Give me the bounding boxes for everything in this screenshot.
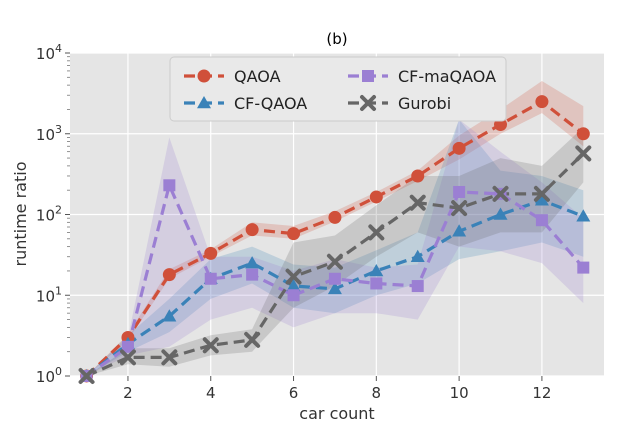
point-cf-qaoa xyxy=(286,279,301,292)
point-cf-qaoa xyxy=(534,193,549,206)
x-tick-label: 8 xyxy=(372,384,382,402)
point-cf-maqaoa xyxy=(121,340,134,353)
legend-item-cf-qaoa: CF-QAOA xyxy=(184,94,307,113)
point-qaoa xyxy=(369,190,383,204)
point-gurobi xyxy=(409,194,426,211)
x-tick-label: 10 xyxy=(450,384,469,402)
x-axis-ticks: 2 4 6 8 10 12 xyxy=(123,376,551,402)
legend-item-gurobi: Gurobi xyxy=(348,94,451,113)
point-cf-qaoa xyxy=(327,281,342,295)
legend: QAOA CF-maQAOA CF-QAOA Gurobi xyxy=(169,56,507,122)
legend-item-qaoa: QAOA xyxy=(184,67,281,86)
legend-swatch-marker xyxy=(197,96,211,109)
y-tick-base: 10 xyxy=(36,368,55,386)
point-qaoa xyxy=(452,141,466,155)
point-gurobi xyxy=(451,200,468,217)
point-gurobi xyxy=(533,185,550,202)
point-qaoa xyxy=(245,223,259,237)
point-gurobi xyxy=(575,145,592,162)
legend-item-cf-maqaoa: CF-maQAOA xyxy=(348,67,496,86)
point-cf-qaoa xyxy=(369,263,384,277)
point-cf-maqaoa xyxy=(204,272,217,285)
y-tick-base: 10 xyxy=(36,207,55,225)
y-tick-exponent: 0 xyxy=(55,365,62,378)
legend-label: CF-QAOA xyxy=(234,94,307,113)
point-qaoa xyxy=(204,246,218,260)
y-tick-base: 10 xyxy=(36,126,55,144)
x-tick-label: 12 xyxy=(532,384,551,402)
point-gurobi xyxy=(326,253,343,270)
point-gurobi xyxy=(78,368,95,384)
series-markers xyxy=(78,95,592,384)
point-gurobi xyxy=(119,349,136,366)
point-cf-maqaoa xyxy=(535,214,548,227)
x-axis-label: car count xyxy=(299,404,374,423)
point-gurobi xyxy=(285,268,302,285)
point-qaoa xyxy=(287,227,301,241)
legend-swatch-marker xyxy=(362,70,374,82)
legend-swatch-marker xyxy=(197,69,211,83)
point-cf-maqaoa xyxy=(453,185,466,198)
y-tick-exponent: 1 xyxy=(55,284,62,297)
y-tick-exponent: 4 xyxy=(55,42,62,55)
point-qaoa xyxy=(162,268,176,282)
point-cf-qaoa xyxy=(162,309,177,322)
point-cf-qaoa xyxy=(410,249,425,262)
point-qaoa xyxy=(411,169,425,183)
point-cf-maqaoa xyxy=(370,277,383,290)
point-gurobi xyxy=(161,349,178,366)
point-gurobi xyxy=(492,185,509,202)
point-cf-qaoa xyxy=(245,256,260,269)
band-cf-maqaoa xyxy=(86,119,584,376)
band-cf-qaoa xyxy=(86,119,584,376)
point-gurobi xyxy=(244,331,261,348)
point-cf-qaoa xyxy=(493,207,508,220)
point-cf-maqaoa xyxy=(246,268,259,281)
legend-label: Gurobi xyxy=(398,94,451,113)
y-tick-exponent: 2 xyxy=(55,204,62,217)
legend-swatch-marker xyxy=(360,95,376,111)
legend-box xyxy=(169,56,507,122)
point-qaoa xyxy=(576,127,590,141)
chart-title: (b) xyxy=(326,30,347,48)
legend-label: QAOA xyxy=(234,67,281,86)
y-tick-label: 102 xyxy=(36,204,62,225)
point-gurobi xyxy=(368,224,385,241)
y-tick-base: 10 xyxy=(36,45,55,63)
y-tick-label: 104 xyxy=(36,42,62,63)
y-tick-label: 100 xyxy=(36,365,62,386)
point-cf-qaoa xyxy=(576,209,591,222)
legend-label: CF-maQAOA xyxy=(398,67,496,86)
y-axis-label: runtime ratio xyxy=(11,162,30,267)
x-tick-label: 6 xyxy=(289,384,299,402)
point-cf-maqaoa xyxy=(577,261,590,274)
point-qaoa xyxy=(328,210,342,224)
y-tick-label: 101 xyxy=(36,284,62,305)
point-cf-maqaoa xyxy=(328,272,341,285)
point-cf-maqaoa xyxy=(163,179,176,192)
point-gurobi xyxy=(202,337,219,354)
point-cf-qaoa xyxy=(452,224,467,237)
point-cf-maqaoa xyxy=(411,280,424,293)
y-tick-label: 103 xyxy=(36,123,62,144)
x-tick-label: 2 xyxy=(123,384,133,402)
y-tick-base: 10 xyxy=(36,287,55,305)
x-tick-label: 4 xyxy=(206,384,216,402)
point-cf-maqaoa xyxy=(287,289,300,302)
point-qaoa xyxy=(535,95,549,109)
y-tick-exponent: 3 xyxy=(55,123,62,136)
